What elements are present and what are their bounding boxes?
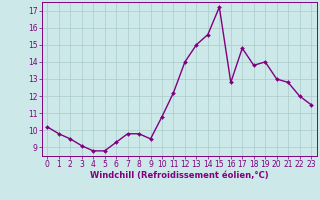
X-axis label: Windchill (Refroidissement éolien,°C): Windchill (Refroidissement éolien,°C): [90, 171, 268, 180]
